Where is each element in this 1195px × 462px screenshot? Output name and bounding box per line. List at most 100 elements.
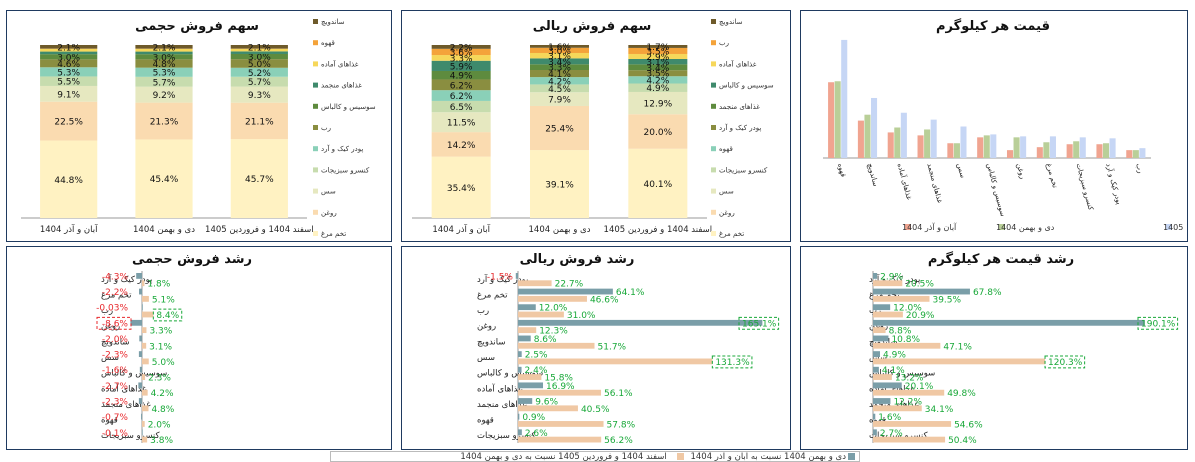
legend-swatch [711, 231, 716, 236]
price-bar-2-6 [983, 135, 990, 158]
legend-swatch-period-b [676, 453, 684, 460]
data-label: 11.5% [447, 119, 476, 129]
data-label: 5.0% [152, 358, 175, 368]
growth-bar-1-3 [518, 304, 536, 311]
category-label: دی و بهمن 1404 [529, 225, 591, 235]
growth-bar-2-4 [142, 327, 147, 334]
bar-segment-3-2 [530, 92, 589, 106]
legend-swatch [1166, 224, 1172, 230]
price-bar-3-9 [1079, 137, 1086, 158]
data-label: 190.1% [1141, 319, 1176, 329]
panel-volume-share: سهم فروش حجمی 44.8% 22.5% 9.1% 5.5% 5.3% 4.6% 3… [6, 10, 392, 242]
category-label: غذاهای آماده [896, 162, 914, 201]
category-label: رب [101, 306, 113, 316]
data-label: 39.5% [932, 295, 961, 305]
growth-bar-1-2 [139, 288, 142, 295]
price-bar-2-10 [1102, 143, 1110, 158]
bar-segment-10-2 [530, 47, 589, 53]
legend-label: کنسرو سبزیجات [719, 166, 768, 174]
growth-bar-1-10 [141, 413, 142, 420]
growth-bar-2-10 [518, 421, 604, 427]
data-label: 4.9% [883, 351, 906, 361]
data-label: 4.6% [57, 60, 80, 70]
bar-segment-4-1 [40, 76, 98, 86]
category-label: آبان و آذر 1404 [40, 223, 98, 235]
chart-title: رشد قیمت هر کیلوگرم [928, 251, 1074, 267]
bar-segment-8-3 [230, 51, 288, 54]
data-label: 4.9% [450, 72, 473, 82]
legend-label: اسفند 1404 و فروردین 1405 [1163, 223, 1186, 232]
panel-rial-growth: رشد فروش ریالی پودر کیک و آرد -1.5% 22.7% تخ… [401, 246, 791, 450]
category-label: غذاهای منجمد [869, 400, 919, 410]
panel-rial-share: سهم فروش ریالی 35.4% 14.2% 11.5% 6.5% 6.2% 6.2… [401, 10, 791, 242]
growth-bar-1-4 [130, 319, 142, 326]
data-label: 8.6% [534, 335, 557, 345]
data-label: -1.6% [102, 366, 129, 376]
legend-label: قهوه [719, 145, 733, 153]
price-bar-2-1 [834, 81, 841, 158]
price-bar-2-3 [894, 127, 901, 158]
bar-segment-9-1 [40, 48, 98, 52]
bar-segment-8-3 [628, 58, 688, 65]
price-bar-2-11 [1132, 150, 1139, 158]
legend-swatch-period-a [848, 453, 855, 460]
category-label: کنسرو سبزیجات [477, 431, 536, 441]
growth-bar-1-10 [518, 413, 520, 420]
price-bar-1-2 [857, 120, 864, 158]
legend-label: سوسیس و کالباس [321, 103, 376, 111]
data-label: -2.2% [102, 288, 129, 298]
category-label: غذاهای منجمد [477, 400, 527, 410]
data-label: 7.9% [548, 96, 571, 106]
growth-bar-1-3 [873, 304, 891, 311]
price-bar-3-8 [1049, 136, 1056, 158]
max-highlight-box [1044, 355, 1086, 369]
data-label: 2.7% [880, 429, 903, 439]
legend-swatch [313, 61, 318, 67]
growth-bar-1-9 [138, 398, 142, 404]
data-label: 6.5% [450, 103, 473, 113]
data-label: 3.3% [450, 54, 473, 64]
legend-label: دی و بهمن 1404 [996, 223, 1055, 232]
data-label: 5.7% [153, 78, 176, 88]
data-label: 20.0% [644, 128, 673, 138]
bar-segment-3-1 [431, 112, 491, 133]
category-label: تخم مرغ [477, 290, 508, 300]
data-label: 131.3% [715, 358, 750, 368]
data-label: 3.0% [153, 53, 176, 63]
growth-bar-1-9 [873, 398, 891, 404]
legend-swatch [905, 224, 911, 230]
min-highlight-box [96, 316, 132, 330]
growth-bar-2-6 [518, 358, 713, 365]
price-bar-1-4 [917, 135, 924, 158]
legend-swatch [999, 224, 1005, 230]
growth-bar-1-4 [873, 319, 1145, 326]
price-bar-3-5 [960, 126, 967, 158]
growth-bar-1-7 [518, 366, 522, 373]
growth-bar-2-7 [142, 374, 146, 380]
bar-segment-1-1 [40, 140, 98, 218]
bar-segment-5-1 [40, 67, 98, 77]
growth-bar-2-8 [518, 389, 602, 396]
legend-swatch [313, 103, 318, 109]
growth-bar-1-6 [873, 351, 881, 357]
data-label: 4.1% [548, 70, 571, 80]
chart-title: سهم فروش ریالی [533, 19, 652, 34]
data-label: 21.3% [150, 118, 179, 128]
price-bar-3-7 [1020, 136, 1027, 158]
max-highlight-box [738, 316, 780, 330]
price-bar-1-7 [1006, 150, 1014, 158]
category-label: آبان و آذر 1404 [432, 223, 490, 235]
category-label: تخم مرغ [101, 290, 132, 300]
growth-bar-1-3 [141, 304, 143, 311]
category-label: غذاهای آماده [477, 382, 523, 394]
data-label: 20.1% [905, 382, 934, 392]
bar-segment-4-1 [431, 100, 491, 113]
legend-label: روغن [321, 209, 337, 217]
category-label: سوسیس و کالباس [869, 369, 935, 379]
data-label: 12.0% [893, 304, 922, 314]
growth-bar-2-1 [873, 280, 903, 287]
legend-label: پودر کیک و آرد [719, 123, 761, 132]
bar-segment-2-3 [230, 102, 288, 140]
